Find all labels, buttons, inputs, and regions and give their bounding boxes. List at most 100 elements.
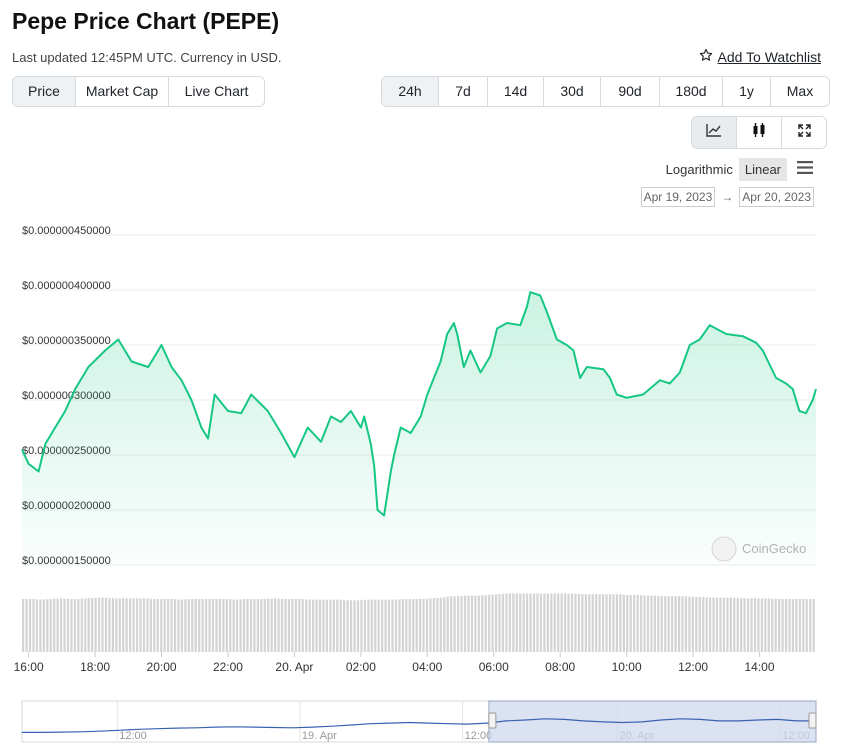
- hamburger-menu-icon: [797, 161, 813, 178]
- volume-bar: [336, 599, 339, 652]
- star-icon: [699, 48, 713, 65]
- volume-bar: [598, 594, 601, 652]
- x-tick-label: 20. Apr: [275, 660, 313, 674]
- chart-menu-button[interactable]: [797, 161, 813, 179]
- volume-bar: [32, 599, 35, 652]
- volume-bar: [795, 599, 798, 652]
- volume-bar: [260, 599, 263, 652]
- volume-bar: [343, 600, 346, 652]
- volume-bar: [750, 598, 753, 652]
- volume-bar: [484, 595, 487, 652]
- volume-bar: [526, 593, 529, 652]
- tab-live-chart[interactable]: Live Chart: [168, 77, 264, 106]
- volume-bar: [25, 599, 28, 652]
- volume-bar: [211, 599, 215, 652]
- volume-bar: [184, 599, 187, 652]
- volume-bar: [111, 598, 115, 652]
- volume-bar: [415, 599, 418, 652]
- volume-bar: [384, 599, 387, 652]
- tab-price[interactable]: Price: [13, 77, 75, 106]
- volume-bar: [425, 598, 429, 652]
- line-chart-button[interactable]: [692, 117, 736, 148]
- volume-bar: [225, 599, 228, 652]
- volume-bar: [612, 594, 615, 652]
- volume-bar: [729, 597, 732, 652]
- volume-bar: [639, 595, 643, 652]
- y-tick-label: $0.000000400000: [22, 280, 111, 292]
- navigator-label: 12:00: [119, 730, 147, 742]
- volume-bar: [191, 599, 194, 652]
- x-tick-label: 18:00: [80, 660, 110, 674]
- navigator-handle[interactable]: [488, 712, 497, 729]
- volume-bar: [584, 594, 587, 652]
- candlestick-chart-button[interactable]: [736, 117, 781, 148]
- volume-bar: [322, 599, 325, 652]
- volume-bar: [177, 599, 180, 652]
- volume-bar: [643, 595, 646, 652]
- fullscreen-button[interactable]: [781, 117, 826, 148]
- volume-bar: [646, 595, 650, 652]
- volume-bar: [170, 599, 173, 652]
- volume-bar: [733, 597, 736, 652]
- range-24h[interactable]: 24h: [382, 77, 438, 106]
- volume-bar: [153, 599, 156, 652]
- volume-bar: [443, 597, 446, 652]
- volume-bar: [764, 598, 767, 652]
- volume-bar: [42, 599, 45, 652]
- volume-bar: [329, 599, 332, 652]
- date-from-input[interactable]: Apr 19, 2023: [640, 187, 716, 207]
- volume-bar: [146, 598, 149, 652]
- tab-market-cap[interactable]: Market Cap: [75, 77, 168, 106]
- volume-bar: [118, 598, 121, 652]
- add-to-watchlist-link[interactable]: Add To Watchlist: [699, 48, 821, 65]
- volume-bar: [419, 599, 422, 652]
- y-tick-label: $0.000000450000: [22, 225, 111, 237]
- navigator-selection[interactable]: [488, 700, 817, 743]
- navigator-label: 19. Apr: [302, 730, 337, 742]
- volume-bar: [246, 599, 249, 652]
- volume-bar: [726, 597, 729, 652]
- volume-bar: [719, 597, 722, 652]
- volume-bar: [70, 599, 73, 652]
- volume-bar: [274, 598, 277, 652]
- volume-bar: [557, 593, 560, 652]
- volume-bar: [194, 599, 197, 652]
- volume-bar: [208, 599, 211, 652]
- volume-bar: [446, 596, 449, 652]
- y-tick-label: $0.000000350000: [22, 335, 111, 347]
- volume-bar: [463, 595, 467, 652]
- volume-bar: [370, 599, 373, 652]
- date-to-input[interactable]: Apr 20, 2023: [739, 187, 814, 207]
- range-14d[interactable]: 14d: [487, 77, 543, 106]
- volume-bar: [408, 599, 411, 652]
- volume-bar: [539, 593, 543, 652]
- volume-bar: [757, 598, 760, 652]
- range-90d[interactable]: 90d: [600, 77, 659, 106]
- volume-bar: [619, 594, 622, 652]
- volume-bar: [101, 597, 104, 652]
- volume-bar: [356, 600, 360, 652]
- candlestick-icon: [751, 122, 767, 143]
- volume-bar: [581, 594, 584, 652]
- volume-bar: [142, 598, 146, 652]
- volume-bar: [470, 595, 474, 652]
- volume-bar: [125, 598, 128, 652]
- volume-bar: [522, 593, 525, 652]
- range-30d[interactable]: 30d: [543, 77, 600, 106]
- volume-bar: [563, 593, 567, 652]
- volume-bar: [681, 596, 684, 652]
- logarithmic-option[interactable]: Logarithmic: [665, 162, 733, 177]
- volume-bar: [298, 599, 301, 652]
- volume-bar: [80, 598, 83, 652]
- volume-bar: [39, 599, 42, 652]
- volume-bar: [802, 599, 805, 652]
- volume-bar: [49, 599, 52, 652]
- range-180d[interactable]: 180d: [659, 77, 722, 106]
- navigator-handle[interactable]: [808, 712, 817, 729]
- volume-bar: [636, 594, 639, 652]
- range-max[interactable]: Max: [770, 77, 829, 106]
- linear-option[interactable]: Linear: [738, 158, 787, 181]
- range-1y[interactable]: 1y: [722, 77, 770, 106]
- range-7d[interactable]: 7d: [438, 77, 487, 106]
- volume-bar: [722, 597, 726, 652]
